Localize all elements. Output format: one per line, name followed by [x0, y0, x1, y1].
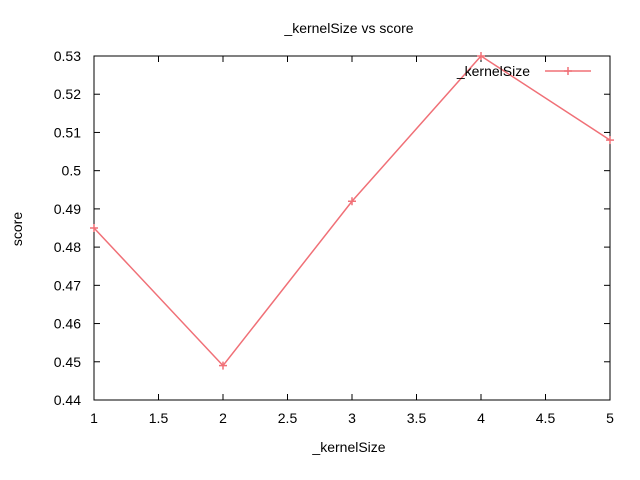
x-tick-label: 3 [348, 410, 356, 426]
x-tick-label: 5 [606, 410, 614, 426]
x-tick-label: 4.5 [536, 410, 556, 426]
x-tick-label: 1.5 [149, 410, 169, 426]
plot-frame [93, 55, 611, 401]
chart-title: _kernelSize vs score [283, 20, 413, 36]
y-tick-label: 0.46 [54, 316, 81, 332]
series-layer [90, 52, 614, 370]
y-tick-label: 0.53 [54, 48, 81, 64]
y-tick-label: 0.51 [54, 124, 81, 140]
x-tick-label: 4 [477, 410, 485, 426]
legend: _kernelSize [456, 63, 591, 79]
data-point [348, 197, 356, 206]
y-axis-label: score [9, 212, 25, 246]
x-tick-label: 3.5 [407, 410, 427, 426]
x-axis-ticks: 1 1.5 2 2.5 3 3.5 4 4.5 5 [90, 56, 614, 426]
y-tick-label: 0.52 [54, 86, 81, 102]
series-line [93, 55, 611, 367]
x-axis-label: _kernelSize [311, 439, 385, 455]
legend-marker [564, 67, 572, 75]
legend-label: _kernelSize [456, 63, 530, 79]
y-tick-label: 0.45 [54, 354, 81, 370]
x-tick-label: 1 [90, 410, 98, 426]
y-tick-label: 0.44 [54, 392, 81, 408]
y-axis-ticks: 0.44 0.45 0.46 0.47 0.48 0.49 0.5 0.51 0.52 0.53 [54, 48, 610, 408]
y-tick-label: 0.5 [62, 163, 82, 179]
y-tick-label: 0.49 [54, 201, 81, 217]
data-point [90, 224, 98, 232]
x-tick-label: 2 [219, 410, 227, 426]
data-point [606, 136, 614, 145]
data-point [477, 52, 485, 60]
data-point [219, 361, 227, 370]
x-tick-label: 2.5 [278, 410, 298, 426]
y-tick-label: 0.48 [54, 239, 81, 255]
y-tick-label: 0.47 [54, 277, 81, 293]
